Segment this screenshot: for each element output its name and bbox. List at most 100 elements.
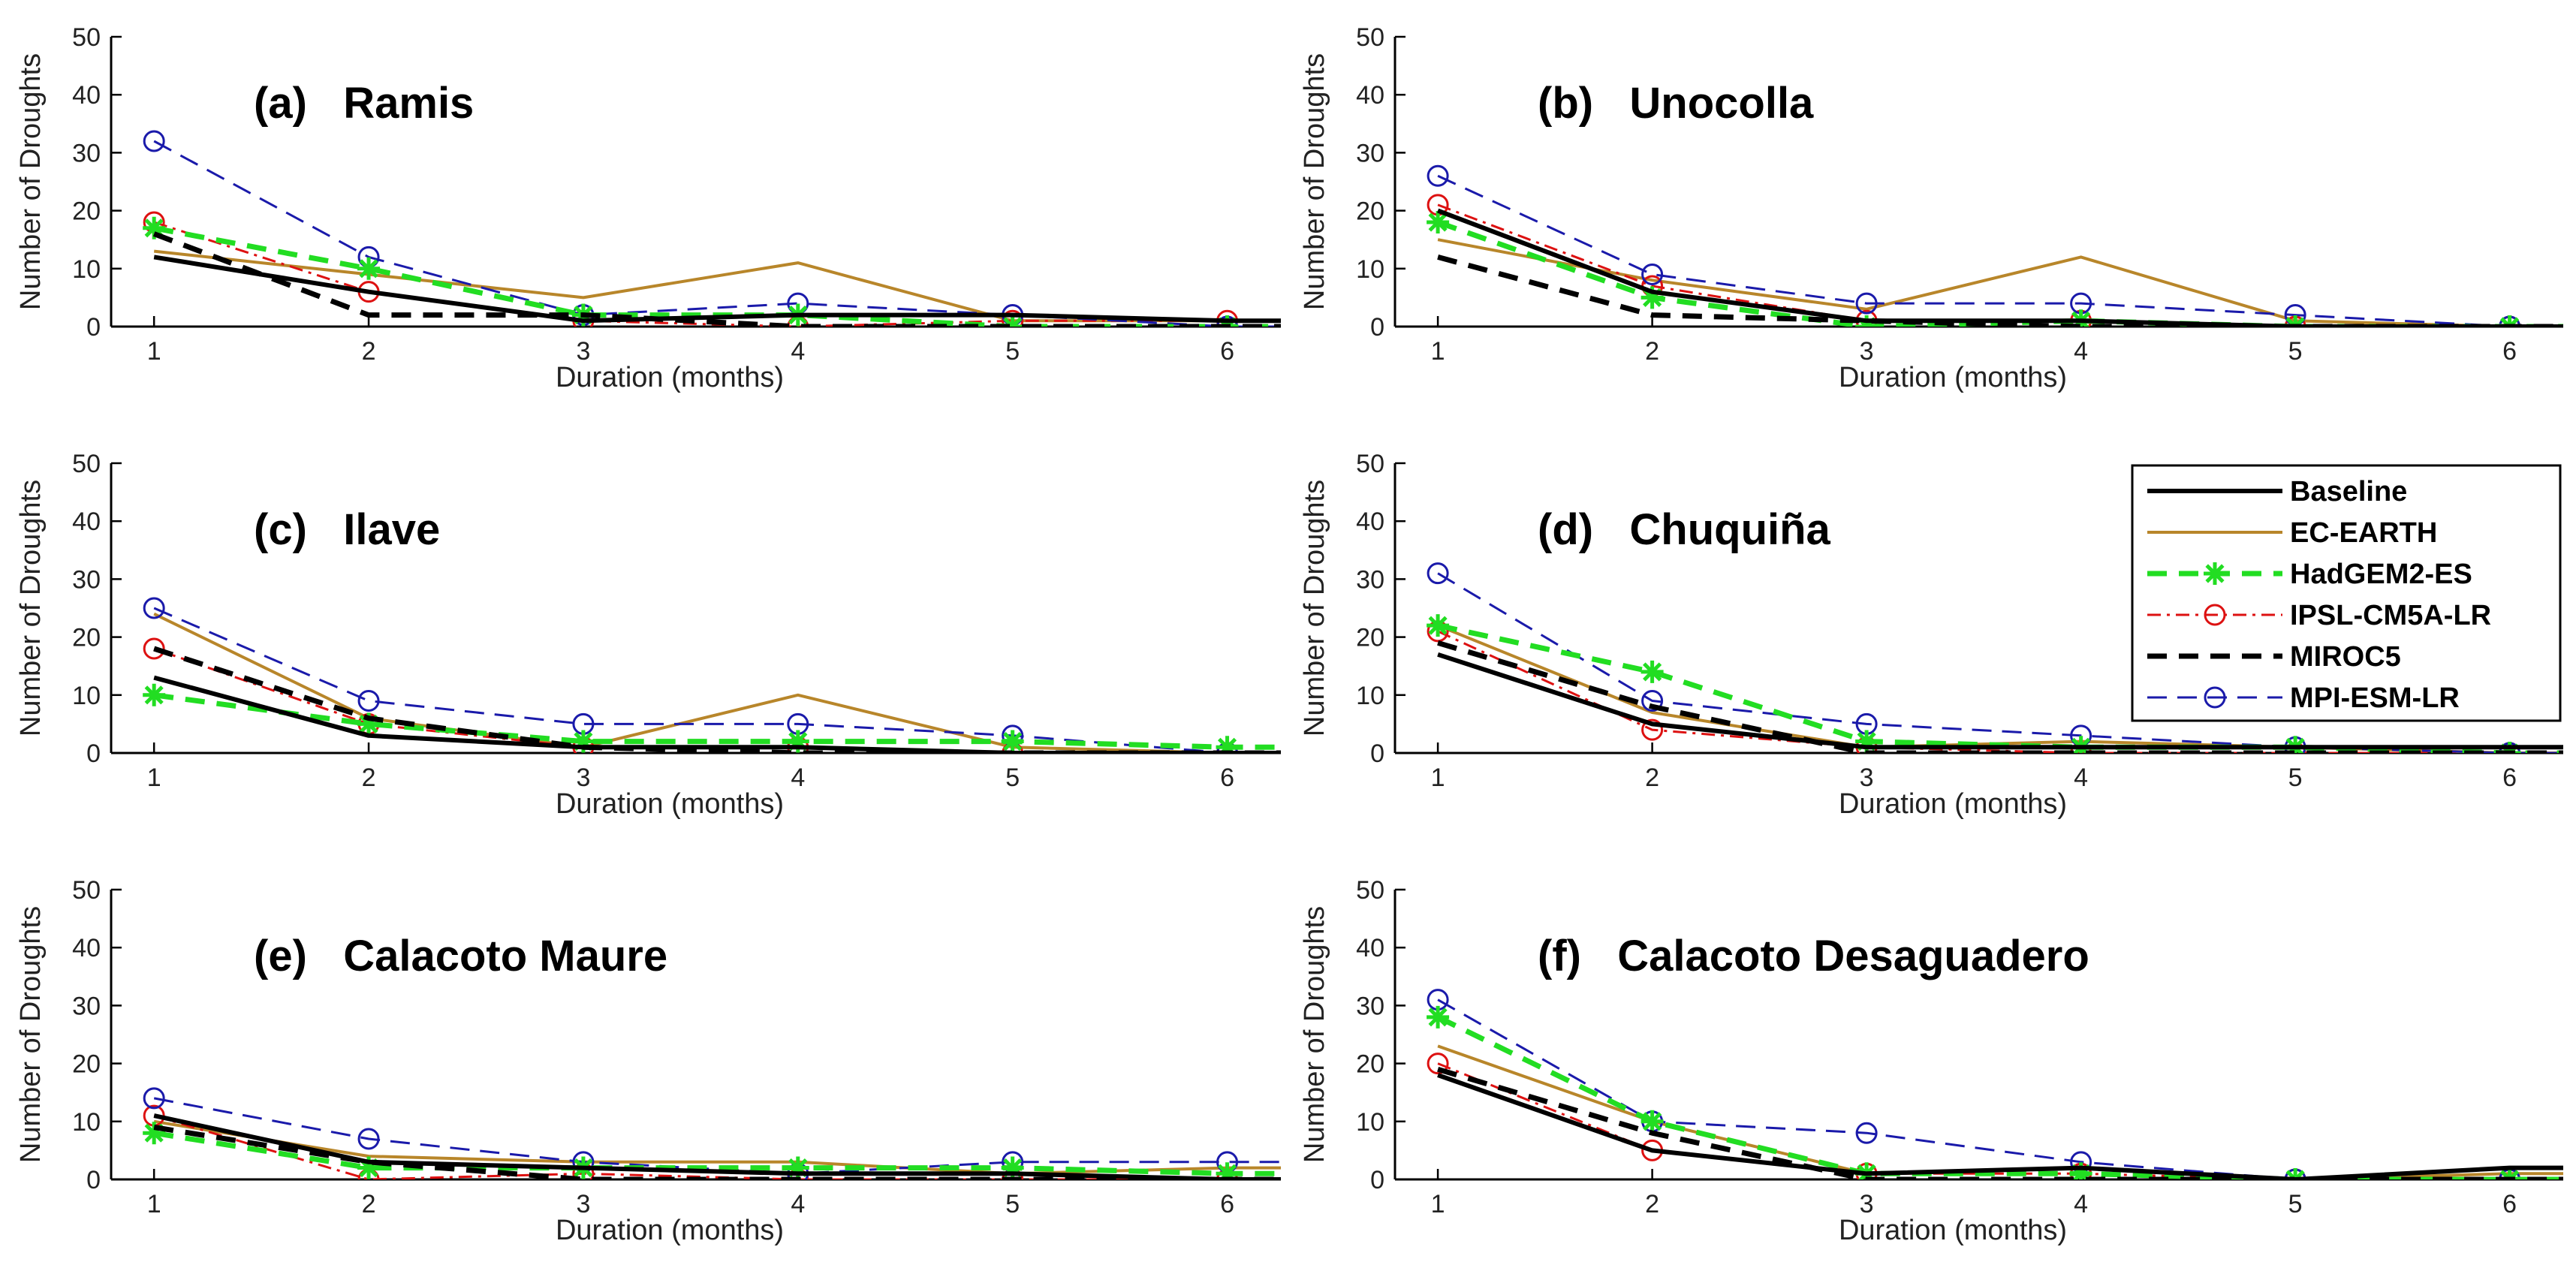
- legend-label-mpi: MPI-ESM-LR: [2290, 682, 2460, 714]
- x-tick-label: 2: [1645, 1190, 1659, 1218]
- y-tick-label: 30: [72, 565, 101, 594]
- series-line-ipsl: [1437, 203, 2563, 327]
- panel-title: (d) Chuquiña: [1538, 505, 1831, 554]
- x-tick-label: 5: [1005, 763, 1020, 792]
- y-tick-label: 40: [1356, 81, 1384, 110]
- data-point-hadgem: [143, 216, 166, 239]
- x-tick-label: 2: [362, 337, 376, 366]
- data-point-hadgem: [786, 1156, 809, 1179]
- series-line-mpi: [1437, 998, 2563, 1179]
- panel-f: 0 10 20 30 40 50 1 2 3 4 5 6 Duration (months) Number…: [1299, 876, 2563, 1246]
- x-axis-title: Duration (months): [556, 788, 784, 820]
- data-point-ipsl: [143, 637, 165, 660]
- series-line-mpi: [1437, 174, 2563, 327]
- y-axis-title: Number of Droughts: [1299, 906, 1330, 1163]
- data-point-mpi: [1855, 1122, 1878, 1144]
- data-point-hadgem: [357, 712, 381, 736]
- data-point-hadgem: [1001, 730, 1024, 753]
- y-tick-label: 10: [1356, 255, 1384, 284]
- data-point-mpi: [143, 130, 165, 152]
- series-line-baseline: [1437, 652, 2563, 750]
- y-tick-label: 10: [72, 682, 101, 710]
- data-point-mpi: [357, 690, 380, 712]
- x-tick-label: 4: [791, 1190, 805, 1218]
- series-line-baseline: [1437, 1073, 2563, 1179]
- series-line-ecearth: [1437, 1044, 2563, 1179]
- x-tick-label: 2: [1645, 337, 1659, 366]
- x-tick-label: 4: [2074, 1190, 2088, 1218]
- panel-title: (b) Unocolla: [1538, 79, 1814, 128]
- y-tick-label: 50: [1356, 23, 1384, 52]
- x-tick-label: 5: [2288, 1190, 2303, 1218]
- series-line-miroc: [1437, 254, 2563, 327]
- y-tick-label: 40: [1356, 507, 1384, 536]
- data-point-hadgem: [571, 730, 595, 753]
- x-axis-title: Duration (months): [556, 1215, 784, 1246]
- x-tick-label: 1: [147, 337, 161, 366]
- y-tick-label: 30: [72, 139, 101, 167]
- x-tick-label: 1: [1431, 1190, 1445, 1218]
- y-tick-label: 0: [86, 313, 101, 342]
- x-tick-label: 3: [576, 337, 590, 366]
- data-point-hadgem: [357, 1156, 381, 1179]
- series-line-baseline: [1437, 208, 2563, 327]
- series-line-ecearth: [153, 612, 1281, 753]
- x-tick-label: 1: [1431, 337, 1445, 366]
- series-group: [1427, 562, 2563, 753]
- y-tick-label: 40: [72, 81, 101, 110]
- series-line-ecearth: [1437, 238, 2563, 327]
- x-tick-label: 3: [576, 1190, 590, 1218]
- legend-label-ipsl: IPSL-CM5A-LR: [2290, 600, 2491, 631]
- data-point-hadgem: [1427, 1005, 1450, 1029]
- y-axis-title: Number of Droughts: [15, 480, 47, 736]
- data-point-hadgem: [357, 257, 381, 280]
- series-line-miroc: [1437, 640, 2563, 753]
- x-tick-label: 2: [1645, 763, 1659, 792]
- legend-box: [2131, 464, 2562, 722]
- series-group: [143, 597, 1281, 753]
- series-line-miroc: [152, 231, 1281, 327]
- series-line-mpi: [1437, 572, 2563, 753]
- data-point-ipsl: [1002, 309, 1024, 327]
- series-group: [1427, 164, 2563, 327]
- panel-c: 0 10 20 30 40 50 1 2 3 4 5 6 Duration (months) Number…: [15, 450, 1281, 820]
- x-tick-label: 2: [362, 1190, 376, 1218]
- x-tick-label: 5: [1005, 337, 1020, 366]
- y-tick-label: 10: [1356, 682, 1384, 710]
- series-line-baseline: [153, 1113, 1281, 1179]
- x-tick-label: 5: [2288, 337, 2303, 366]
- y-tick-label: 50: [1356, 450, 1384, 478]
- legend-label-hadgem: HadGEM2-ES: [2290, 559, 2472, 590]
- x-tick-label: 1: [147, 763, 161, 792]
- x-tick-label: 2: [362, 763, 376, 792]
- y-tick-label: 20: [72, 1050, 101, 1079]
- x-tick-label: 4: [2074, 337, 2088, 366]
- x-tick-label: 5: [2288, 763, 2303, 792]
- series-line-baseline: [153, 675, 1281, 753]
- x-axis-title: Duration (months): [1839, 1215, 2067, 1246]
- x-tick-label: 4: [2074, 763, 2088, 792]
- y-axis-title: Number of Droughts: [15, 53, 47, 310]
- data-point-mpi: [1641, 264, 1664, 286]
- y-tick-label: 0: [1370, 313, 1384, 342]
- y-tick-label: 30: [72, 992, 101, 1020]
- series-line-hadgem: [1436, 1014, 2563, 1179]
- x-tick-label: 1: [1431, 763, 1445, 792]
- data-point-hadgem: [1427, 614, 1450, 637]
- x-tick-label: 3: [1860, 337, 1874, 366]
- series-line-ipsl: [1437, 630, 2563, 753]
- panel-title: (a) Ramis: [254, 79, 474, 128]
- y-tick-label: 20: [1356, 1050, 1384, 1079]
- panel-d: 0 10 20 30 40 50 1 2 3 4 5 6 Duration (months) Number…: [1299, 450, 2563, 820]
- y-tick-label: 40: [72, 934, 101, 962]
- legend-marker-mpi: [2204, 686, 2226, 709]
- x-tick-label: 6: [2502, 1190, 2517, 1218]
- series-group: [1427, 989, 2563, 1179]
- series-line-mpi: [153, 607, 1281, 753]
- x-tick-label: 3: [1860, 1190, 1874, 1218]
- x-axis-title: Duration (months): [556, 362, 784, 393]
- data-point-hadgem: [143, 1122, 166, 1145]
- y-tick-label: 30: [1356, 139, 1384, 167]
- data-point-mpi: [357, 1128, 380, 1150]
- x-tick-label: 6: [1220, 337, 1234, 366]
